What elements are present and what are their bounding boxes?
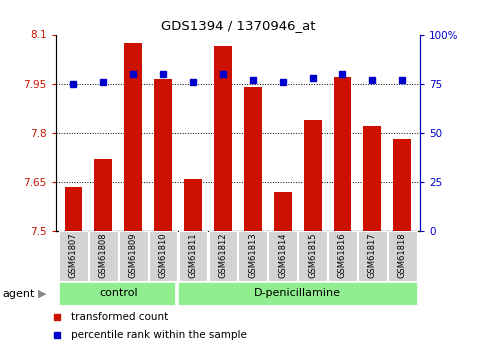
Text: GSM61811: GSM61811 [188, 233, 198, 278]
Text: D-penicillamine: D-penicillamine [254, 288, 341, 298]
Bar [388, 231, 417, 281]
Text: GSM61813: GSM61813 [248, 233, 257, 278]
Text: GSM61816: GSM61816 [338, 233, 347, 278]
Bar [298, 231, 327, 281]
Bar [184, 179, 202, 231]
Bar [178, 282, 417, 305]
Bar [154, 79, 172, 231]
Title: GDS1394 / 1370946_at: GDS1394 / 1370946_at [161, 19, 315, 32]
Text: GSM61818: GSM61818 [398, 233, 407, 278]
Bar [393, 139, 411, 231]
Bar [89, 231, 118, 281]
Bar [149, 231, 177, 281]
Bar [214, 46, 232, 231]
Bar [274, 192, 292, 231]
Bar [334, 77, 352, 231]
Text: GSM61807: GSM61807 [69, 233, 78, 278]
Text: GSM61809: GSM61809 [129, 233, 138, 278]
Bar [179, 231, 207, 281]
Bar [94, 159, 113, 231]
Text: GSM61812: GSM61812 [218, 233, 227, 278]
Bar [328, 231, 357, 281]
Text: GSM61815: GSM61815 [308, 233, 317, 278]
Bar [59, 231, 88, 281]
Text: GSM61814: GSM61814 [278, 233, 287, 278]
Bar [239, 231, 267, 281]
Bar [65, 187, 83, 231]
Text: ▶: ▶ [38, 289, 46, 299]
Text: control: control [99, 288, 138, 298]
Text: transformed count: transformed count [71, 313, 169, 322]
Bar [304, 120, 322, 231]
Bar [363, 126, 382, 231]
Bar [209, 231, 237, 281]
Bar [119, 231, 148, 281]
Text: GSM61817: GSM61817 [368, 233, 377, 278]
Text: GSM61808: GSM61808 [99, 233, 108, 278]
Bar [124, 43, 142, 231]
Text: agent: agent [2, 289, 35, 299]
Bar [269, 231, 297, 281]
Bar [58, 282, 175, 305]
Bar [358, 231, 387, 281]
Bar [244, 87, 262, 231]
Text: GSM61810: GSM61810 [158, 233, 168, 278]
Text: percentile rank within the sample: percentile rank within the sample [71, 330, 247, 339]
